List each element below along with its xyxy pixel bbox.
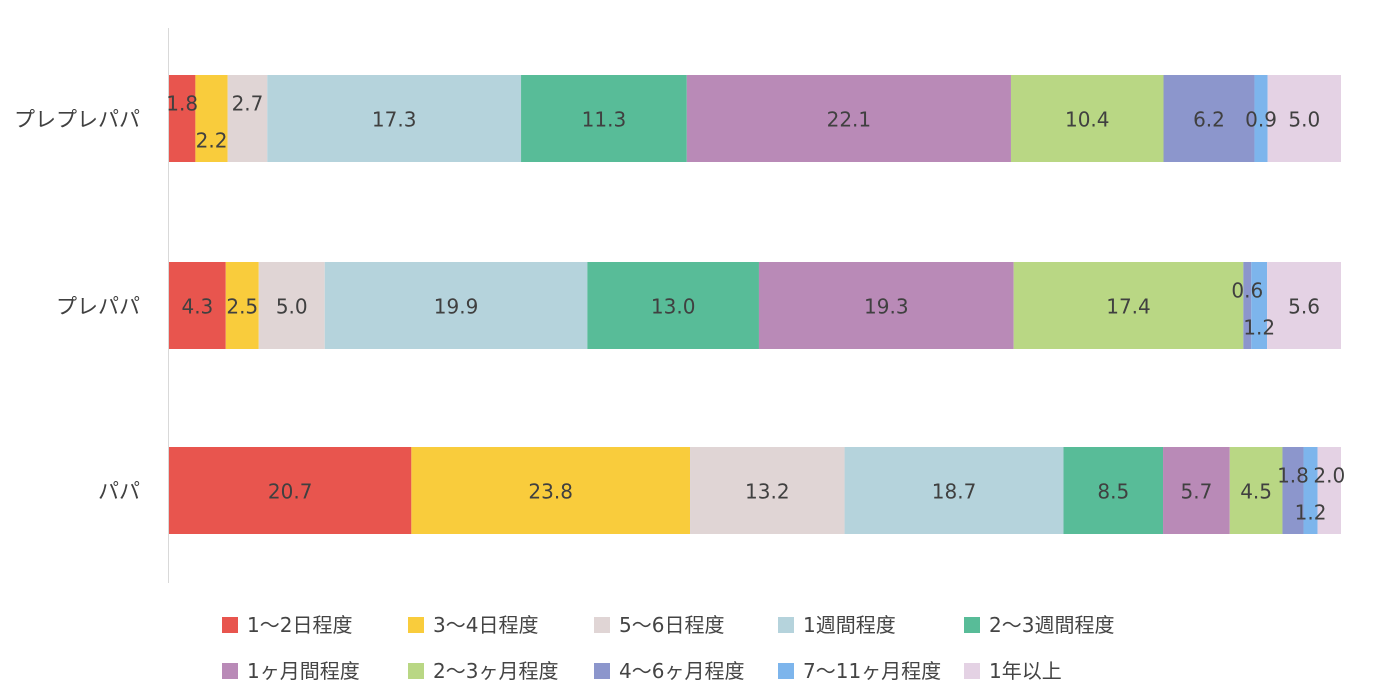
bar-segment: [758, 262, 1014, 349]
data-label: 20.7: [268, 480, 313, 504]
legend-label: 1〜2日程度: [247, 613, 353, 637]
bar-segment: [1254, 75, 1268, 162]
legend-swatch: [964, 617, 980, 633]
bar-segment: [690, 447, 845, 534]
data-label: 23.8: [528, 480, 573, 504]
legend-swatch: [222, 617, 238, 633]
legend-label: 3〜4日程度: [433, 613, 539, 637]
data-label: 17.3: [372, 108, 417, 132]
bar-segment: [1010, 75, 1164, 162]
legend-label: 7〜11ヶ月程度: [803, 659, 942, 683]
bar-segment: [225, 262, 259, 349]
data-label: 5.0: [276, 295, 308, 319]
bar-segment: [686, 75, 1011, 162]
data-label: 13.0: [651, 295, 696, 319]
bar-segment: [1163, 75, 1255, 162]
bar-segment: [1163, 447, 1230, 534]
data-label: 5.0: [1288, 108, 1320, 132]
bar-segment: [1251, 262, 1268, 349]
legend-label: 1ヶ月間程度: [247, 659, 360, 683]
legend-item: 5〜6日程度: [594, 610, 724, 640]
legend-item: 1〜2日程度: [222, 610, 352, 640]
bar-segment: [587, 262, 759, 349]
bar-segment: [1243, 262, 1252, 349]
legend-swatch: [594, 617, 610, 633]
data-label: 17.4: [1106, 295, 1151, 319]
data-labels-layer: 1.8 2.22.7 17.3 11.3 22.1 10.4 6.2 0.9 5.0 4.3 2.5…: [166, 92, 1345, 525]
category-label: プレプレパパ: [14, 108, 140, 132]
legend-item: 1週間程度: [778, 610, 896, 640]
bar-segment: [267, 75, 522, 162]
bar-segment: [258, 262, 325, 349]
legend-swatch: [778, 617, 794, 633]
data-label: 6.2: [1193, 108, 1225, 132]
data-label: 5.7: [1180, 480, 1212, 504]
bar-segment: [227, 75, 268, 162]
legend-swatch: [408, 617, 424, 633]
legend-item: 3〜4日程度: [408, 610, 538, 640]
data-label: 0.9: [1245, 108, 1277, 132]
category-label: パパ: [98, 480, 140, 504]
legend-swatch: [594, 663, 610, 679]
legend-swatch: [778, 663, 794, 679]
bar-segment: [169, 75, 196, 162]
bar-segment: [411, 447, 691, 534]
data-label: 1.8: [1277, 464, 1309, 488]
data-label: 0.6: [1231, 279, 1263, 303]
data-label: 2.2: [196, 129, 228, 153]
bar-segment: [169, 262, 226, 349]
legend-item: 1ヶ月間程度: [222, 656, 360, 686]
data-label: 22.1: [827, 108, 872, 132]
bar-segment: [169, 447, 412, 534]
data-label: 19.3: [864, 295, 909, 319]
bar-segment: [324, 262, 588, 349]
data-label: 4.5: [1240, 480, 1272, 504]
legend-label: 4〜6ヶ月程度: [619, 659, 745, 683]
bar-segment: [1267, 75, 1341, 162]
data-label: 2.5: [226, 295, 258, 319]
data-label: 18.7: [932, 480, 977, 504]
bar-segment: [1267, 262, 1341, 349]
data-label: 1.8: [166, 92, 198, 116]
data-label: 1.2: [1243, 316, 1275, 340]
legend-item: 2〜3ヶ月程度: [408, 656, 558, 686]
legend-item: 4〜6ヶ月程度: [594, 656, 744, 686]
bar-segment: [1282, 447, 1304, 534]
legend-swatch: [222, 663, 238, 679]
legend-label: 2〜3週間程度: [989, 613, 1115, 637]
legend-swatch: [408, 663, 424, 679]
data-label: 2.0: [1313, 464, 1345, 488]
bar-segment: [195, 75, 228, 162]
bar-segment: [1063, 447, 1164, 534]
legend-label: 1週間程度: [803, 613, 896, 637]
data-label: 10.4: [1065, 108, 1110, 132]
data-label: 11.3: [582, 108, 627, 132]
legend-label: 5〜6日程度: [619, 613, 725, 637]
legend-item: 1年以上: [964, 656, 1062, 686]
bars-layer: [169, 75, 1341, 534]
category-label: プレパパ: [56, 295, 140, 319]
bar-segment: [1013, 262, 1244, 349]
legend-swatch: [964, 663, 980, 679]
legend-item: 2〜3週間程度: [964, 610, 1114, 640]
data-label: 5.6: [1288, 295, 1320, 319]
legend-label: 2〜3ヶ月程度: [433, 659, 559, 683]
data-label: 19.9: [434, 295, 479, 319]
bar-segment: [1317, 447, 1341, 534]
bar-segment: [1229, 447, 1283, 534]
bar-segment: [844, 447, 1064, 534]
data-label: 8.5: [1097, 480, 1129, 504]
legend-item: 7〜11ヶ月程度: [778, 656, 941, 686]
data-label: 13.2: [745, 480, 790, 504]
bar-segment: [1303, 447, 1318, 534]
data-label: 1.2: [1295, 501, 1327, 525]
data-label: 2.7: [232, 92, 264, 116]
data-label: 4.3: [181, 295, 213, 319]
bar-segment: [521, 75, 687, 162]
legend-label: 1年以上: [989, 659, 1062, 683]
